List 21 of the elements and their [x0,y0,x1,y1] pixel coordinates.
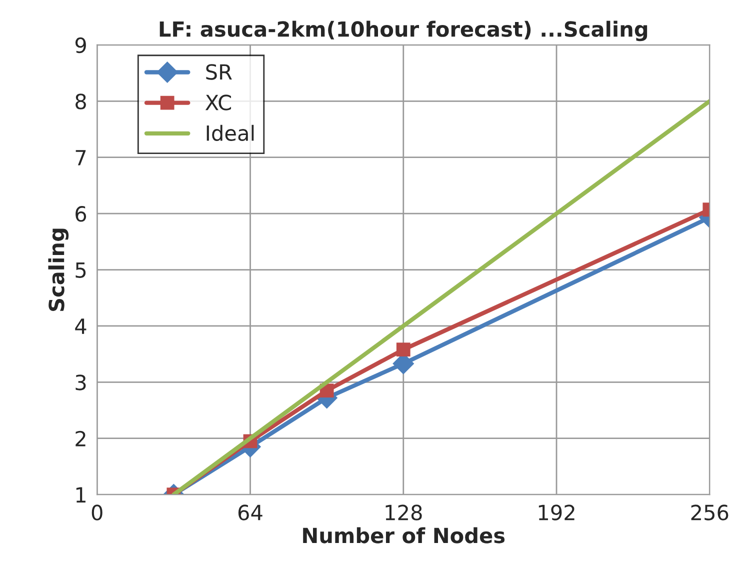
y-tick-label: 5 [76,262,86,278]
legend-label: Ideal [206,124,254,141]
point [396,342,410,357]
x-tick-label: 192 [538,504,574,520]
x-tick-label: 0 [92,504,102,520]
y-tick-label: 1 [76,487,86,502]
x-axis-title: Number of Nodes [303,527,505,544]
y-tick-label: 7 [76,150,86,166]
y-tick-label: 6 [76,206,86,222]
y-tick-label: 3 [76,374,86,390]
y-tick-label: 9 [75,37,86,54]
x-tick-label: 256 [691,504,728,520]
y-axis-title: Scaling [48,228,69,311]
y-tick-label: 8 [76,94,86,110]
legend-label: XC [205,94,231,110]
chart-title: LF: asuca-2km(10hour forecast) ...Scaling [160,20,648,42]
y-tick-label: 2 [76,430,86,446]
x-tick-label: 128 [386,504,422,520]
legend-label: SR [206,64,232,80]
x-tick-label: 64 [238,504,262,520]
y-tick-label: 4 [75,318,86,334]
